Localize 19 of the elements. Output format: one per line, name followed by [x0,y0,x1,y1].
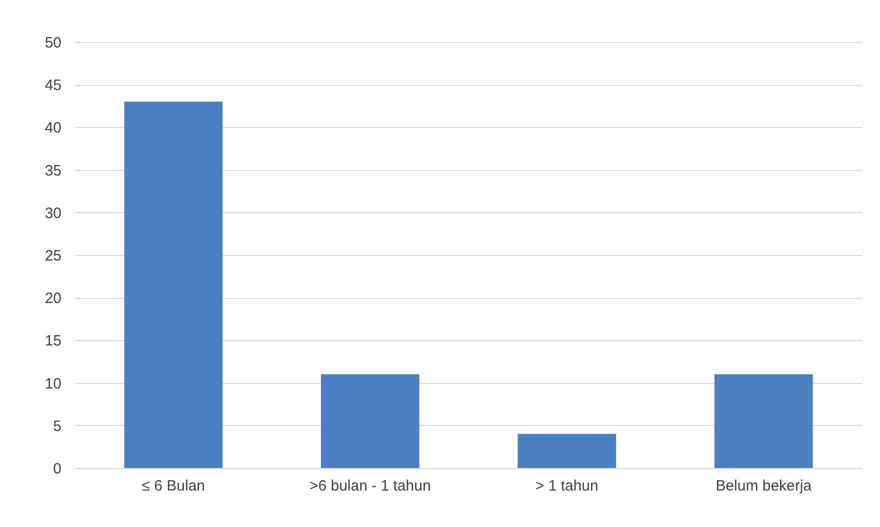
y-tick-label: 5 [53,418,62,435]
y-tick-label: 35 [44,162,62,180]
bar [320,374,420,468]
x-tick-label: > 1 tahun [535,478,598,494]
y-tick-label: 50 [44,34,62,52]
y-tick-label: 25 [44,248,62,264]
x-tick-label: >6 bulan - 1 tahun [309,478,431,494]
x-tick-label: Belum bekerja [716,478,812,494]
bar [714,374,813,468]
bar [518,434,616,468]
bar [124,102,223,468]
y-tick-label: 0 [53,460,62,478]
y-tick-label: 20 [44,290,62,308]
y-tick-label: 30 [44,204,62,222]
y-tick-label: 40 [44,120,62,137]
y-tick-label: 10 [44,375,62,392]
x-tick-label: ≤ 6 Bulan [142,478,206,494]
y-tick-label: 15 [44,332,62,350]
y-tick-label: 45 [44,77,62,94]
